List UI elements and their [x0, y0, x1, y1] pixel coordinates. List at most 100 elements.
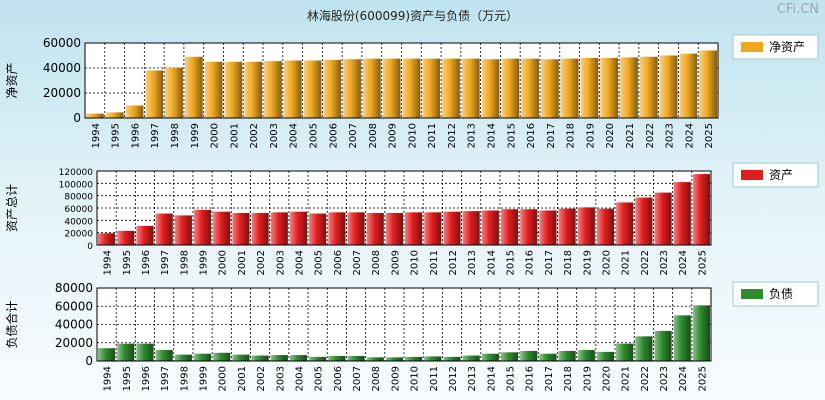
- x-tick-label: 2003: [269, 123, 280, 148]
- bar-1995: [105, 112, 124, 118]
- bar-2004: [283, 60, 302, 118]
- x-tick-label: 2012: [447, 123, 458, 148]
- y-tick-label: 120000: [59, 168, 94, 178]
- x-tick-label: 2007: [348, 123, 359, 148]
- x-tick-label: 2025: [704, 123, 715, 148]
- bar-2015: [500, 352, 519, 361]
- x-tick-label: 2009: [390, 250, 401, 275]
- x-tick-label: 2002: [256, 366, 267, 391]
- x-tick-label: 2010: [407, 123, 418, 148]
- x-tick-label: 1997: [160, 250, 171, 275]
- x-tick-label: 2024: [678, 250, 689, 275]
- x-tick-label: 2018: [563, 250, 574, 275]
- bar-1999: [184, 56, 203, 118]
- x-tick-label: 2004: [294, 366, 305, 391]
- bar-2000: [204, 61, 223, 118]
- x-tick-label: 2005: [314, 250, 325, 275]
- bar-2003: [270, 355, 288, 361]
- x-tick-label: 2003: [275, 250, 286, 275]
- x-tick-label: 2023: [665, 123, 676, 148]
- y-tick-label: 60000: [55, 299, 93, 313]
- x-tick-label: 1995: [122, 366, 133, 391]
- bar-1994: [98, 348, 116, 361]
- panel-net-assets: 0 20000 40000 60000 1994 1995 1996 1997 1998 1999…: [5, 36, 719, 148]
- bar-2011: [424, 212, 442, 245]
- x-tick-label: 2024: [684, 123, 695, 148]
- x-tick-label: 2000: [210, 123, 221, 148]
- x-tick-label: 2008: [371, 366, 382, 391]
- y-tick-label: 60000: [64, 205, 93, 215]
- bar-1998: [165, 68, 183, 118]
- x-tick-label: 2018: [566, 123, 577, 148]
- x-tick-label: 2020: [605, 123, 616, 148]
- x-tick-label: 2013: [467, 250, 478, 275]
- bar-2022: [635, 336, 653, 361]
- x-tick-label: 2005: [314, 366, 325, 391]
- bar-2019: [580, 58, 599, 118]
- x-tick-label: 2016: [525, 250, 536, 275]
- x-tick-label: 2014: [486, 250, 497, 275]
- legend: 净资产: [732, 34, 819, 60]
- bar-2016: [521, 58, 539, 118]
- bar-2022: [635, 197, 653, 245]
- bar-2004: [289, 211, 308, 245]
- bar-2002: [251, 355, 269, 361]
- bar-2021: [616, 202, 634, 245]
- panel-total-liabilities: 0 20000 40000 60000 80000 1994 1995 1996 1997 199…: [4, 281, 712, 391]
- y-tick-label: 20000: [64, 230, 93, 240]
- legend: 资产: [732, 162, 819, 188]
- panel-total-assets: 0 20000 40000 60000 80000 100000 120000 1994 199…: [5, 168, 712, 275]
- bar-2008: [366, 212, 384, 245]
- x-tick-label: 2020: [601, 250, 612, 275]
- bar-2024: [673, 315, 691, 361]
- x-tick-label: 2004: [289, 123, 300, 148]
- bar-2025: [699, 50, 717, 118]
- y-tick-label: 0: [87, 242, 93, 252]
- x-tick-label: 2021: [621, 250, 632, 275]
- chart-title: 林海股份(600099)资产与负债（万元）: [306, 9, 519, 23]
- bar-2018: [560, 58, 579, 118]
- bar-2006: [328, 355, 346, 361]
- y-axis-label: 资产总计: [5, 184, 19, 232]
- x-tick-label: 2020: [601, 366, 612, 391]
- x-tick-label: 2014: [486, 366, 497, 391]
- x-tick-label: 2007: [352, 366, 363, 391]
- x-tick-label: 2010: [410, 366, 421, 391]
- bar-2017: [539, 353, 557, 361]
- bar-2014: [481, 353, 499, 361]
- x-tick-label: 1995: [122, 250, 133, 275]
- plot-frame: [96, 287, 712, 362]
- bar-2020: [596, 351, 615, 361]
- x-tick-label: 2017: [544, 250, 555, 275]
- bar-2021: [616, 343, 634, 361]
- bar-1997: [145, 70, 164, 118]
- bar-1999: [193, 209, 212, 245]
- bar-2001: [232, 212, 250, 245]
- bar-2006: [328, 212, 346, 245]
- x-tick-label: 2022: [640, 366, 651, 391]
- x-tick-label: 2011: [427, 123, 438, 148]
- bar-2013: [462, 211, 480, 245]
- bar-2012: [443, 356, 461, 361]
- x-tick-label: 2000: [218, 250, 229, 275]
- y-tick-label: 80000: [55, 281, 93, 295]
- bar-2017: [540, 59, 559, 118]
- x-tick-label: 2006: [333, 366, 344, 391]
- bar-2025: [692, 305, 710, 361]
- legend: 负债: [732, 281, 819, 307]
- x-tick-label: 2008: [371, 250, 382, 275]
- x-tick-label: 2025: [697, 250, 708, 275]
- bar-2004: [289, 355, 308, 361]
- x-tick-label: 2001: [229, 123, 240, 148]
- bar-1997: [155, 350, 173, 361]
- x-tick-label: 2021: [625, 123, 636, 148]
- x-tick-label: 2023: [659, 250, 670, 275]
- bar-2010: [405, 356, 423, 361]
- bar-1998: [174, 354, 192, 361]
- bar-2024: [679, 53, 698, 118]
- bar-1994: [98, 233, 116, 245]
- x-tick-label: 2003: [275, 366, 286, 391]
- bar-2013: [461, 58, 480, 118]
- x-tick-label: 2009: [390, 366, 401, 391]
